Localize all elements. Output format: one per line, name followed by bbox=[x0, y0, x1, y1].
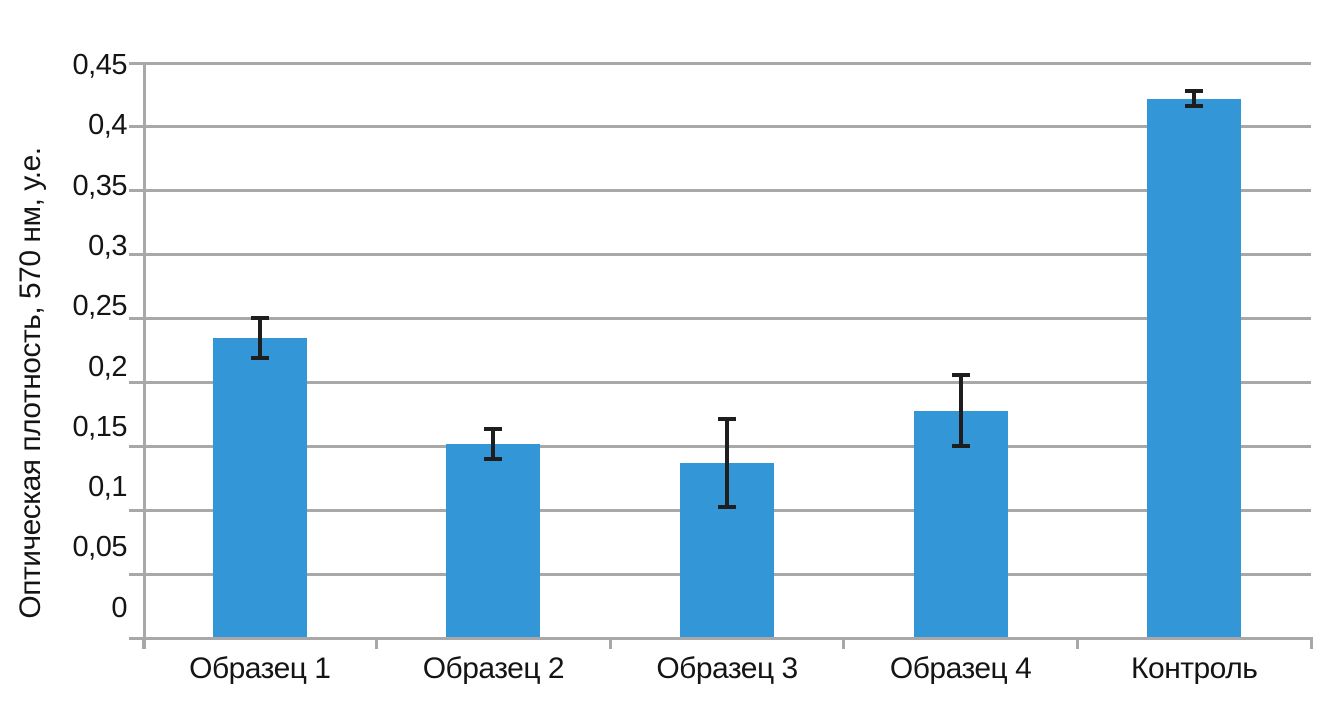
x-axis-tick bbox=[1309, 636, 1313, 649]
error-bar-stem bbox=[491, 429, 496, 458]
error-bar-cap-top bbox=[484, 426, 503, 431]
error-bar-cap-bottom bbox=[1185, 104, 1204, 109]
y-axis-tick bbox=[129, 317, 143, 321]
y-axis-tick bbox=[129, 380, 143, 384]
y-tick-label: 0,35 bbox=[72, 169, 128, 202]
bar bbox=[1147, 98, 1242, 640]
gridline bbox=[143, 380, 1311, 384]
y-tick-label: 0,15 bbox=[72, 410, 128, 443]
y-axis-tick bbox=[129, 253, 143, 257]
gridline bbox=[143, 61, 1311, 65]
y-axis-tick bbox=[129, 636, 143, 640]
error-bar-stem bbox=[725, 419, 729, 507]
error-bar-cap-bottom bbox=[951, 444, 970, 449]
x-axis-line bbox=[143, 636, 1311, 640]
y-tick-label: 0,25 bbox=[72, 290, 128, 323]
gridline bbox=[143, 189, 1311, 193]
y-tick-label: 0,05 bbox=[72, 531, 128, 564]
y-axis-tick bbox=[129, 189, 143, 193]
error-bar-cap-top bbox=[718, 416, 736, 421]
error-bar-cap-bottom bbox=[250, 355, 269, 360]
y-tick-label: 0,3 bbox=[88, 229, 127, 262]
y-axis-tick bbox=[129, 125, 143, 129]
error-bar-cap-top bbox=[951, 373, 970, 378]
y-axis-tick bbox=[129, 508, 143, 512]
y-axis-line bbox=[143, 63, 146, 649]
x-tick-label: Образец 2 bbox=[422, 652, 565, 685]
y-axis-tick bbox=[129, 444, 143, 448]
x-axis-tick bbox=[375, 636, 379, 649]
y-tick-label: 0,1 bbox=[88, 471, 127, 504]
error-bar-stem bbox=[1192, 92, 1197, 106]
error-bar-cap-bottom bbox=[718, 505, 736, 510]
x-axis-tick bbox=[842, 636, 846, 649]
bar bbox=[212, 337, 307, 640]
x-tick-label: Образец 3 bbox=[656, 652, 798, 685]
y-tick-label: 0,4 bbox=[88, 109, 127, 142]
error-bar-cap-bottom bbox=[484, 456, 503, 461]
y-tick-label: 0,2 bbox=[88, 350, 127, 383]
error-bar-stem bbox=[958, 376, 963, 446]
bar bbox=[913, 410, 1008, 640]
x-tick-label: Контроль bbox=[1131, 652, 1258, 685]
gridline bbox=[143, 253, 1311, 257]
x-axis-tick bbox=[141, 636, 145, 649]
x-tick-label: Образец 1 bbox=[189, 652, 331, 685]
y-axis-tick bbox=[129, 61, 143, 65]
gridline bbox=[143, 317, 1311, 321]
x-axis-tick bbox=[608, 636, 612, 649]
x-tick-label: Образец 4 bbox=[889, 652, 1032, 685]
plot-area bbox=[143, 61, 1311, 640]
bar bbox=[446, 443, 541, 640]
x-axis-tick bbox=[1075, 636, 1079, 649]
error-bar-stem bbox=[257, 318, 262, 357]
error-bar-cap-top bbox=[1185, 89, 1204, 94]
y-axis-tick bbox=[129, 572, 143, 576]
y-tick-label: 0,45 bbox=[72, 49, 128, 81]
error-bar-cap-top bbox=[250, 315, 269, 320]
gridline bbox=[143, 125, 1311, 129]
y-tick-label: 0 bbox=[111, 591, 127, 624]
